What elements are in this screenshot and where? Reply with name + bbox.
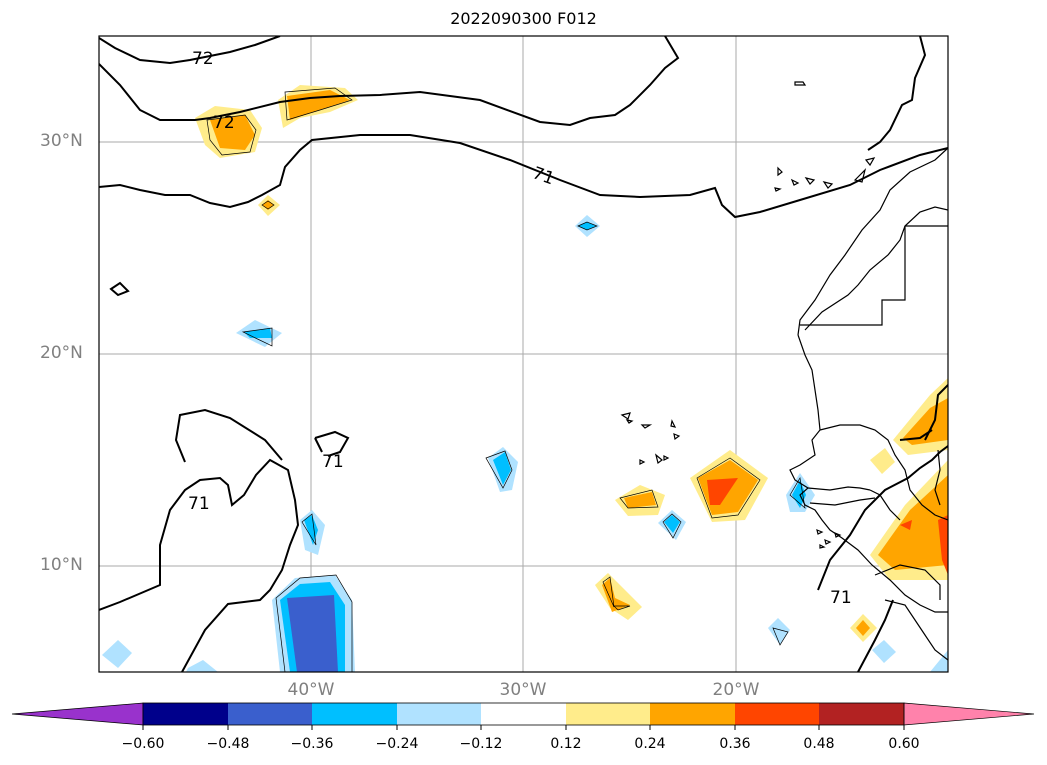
anomaly-outlines: [206, 87, 806, 672]
colorbar-tick: −0.36: [290, 736, 334, 752]
lon-label-20w: 20°W: [712, 680, 760, 700]
colorbar-tick: −0.12: [459, 736, 503, 752]
colorbar-tick: 0.24: [634, 736, 666, 752]
contour-label: 71: [188, 494, 210, 514]
contour-label: 72: [192, 49, 214, 69]
colorbar-tick: 0.48: [803, 736, 835, 752]
colorbar-icon: [11, 702, 1035, 730]
map-title: 2022090300 F012: [450, 9, 597, 28]
height-contours: [99, 36, 948, 672]
contour-label: 72: [213, 113, 235, 133]
lon-label-30w: 30°W: [499, 680, 547, 700]
contour-label: 71: [830, 588, 852, 608]
colorbar-tick: 0.36: [719, 736, 751, 752]
colorbar-tick: −0.24: [375, 736, 419, 752]
colorbar-tick: −0.48: [206, 736, 250, 752]
shaded-anomalies: [102, 85, 948, 672]
contour-label: 71: [322, 452, 344, 472]
contour-label: 71: [530, 163, 557, 189]
lat-label-10n: 10°N: [40, 555, 83, 575]
colorbar-tick: 0.60: [888, 736, 920, 752]
plot-frame: [98, 35, 949, 673]
colorbar-tick: 0.12: [550, 736, 582, 752]
lat-label-20n: 20°N: [40, 343, 83, 363]
lon-label-40w: 40°W: [287, 680, 335, 700]
contour-labels: 72 72 71 71 71 71: [188, 49, 852, 608]
lat-label-30n: 30°N: [40, 131, 83, 151]
colorbar-tick: −0.60: [121, 736, 165, 752]
grid-lines: [99, 36, 948, 672]
